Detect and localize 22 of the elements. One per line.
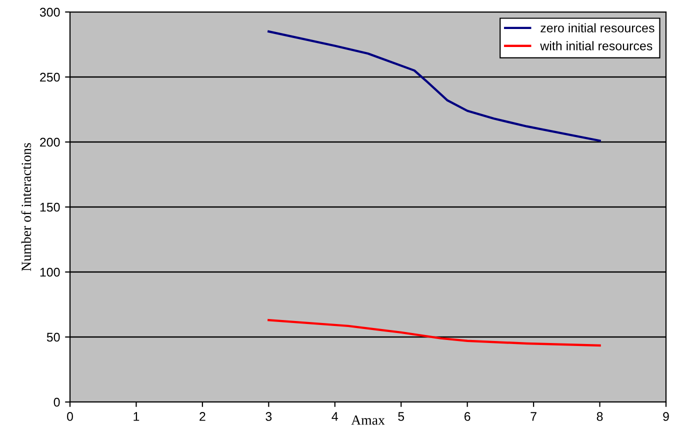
y-axis-title: Number of interactions	[21, 143, 32, 272]
x-tick-label: 0	[67, 412, 73, 421]
x-tick-label: 1	[134, 412, 140, 421]
x-tick-label: 6	[464, 412, 470, 421]
y-tick-label: 100	[40, 268, 60, 277]
x-tick-label: 7	[530, 412, 536, 421]
x-tick-label: 8	[596, 412, 603, 421]
y-tick-label: 50	[46, 332, 60, 342]
x-tick-label: 5	[398, 412, 404, 421]
y-tick-label: 250	[40, 72, 60, 82]
x-tick-label: 4	[332, 412, 338, 421]
legend-label: zero initial resources	[540, 23, 654, 32]
line-series	[268, 318, 601, 347]
x-tick-label: 9	[663, 412, 669, 421]
y-tick-label: 150	[40, 202, 60, 212]
legend-label: with initial resources	[540, 41, 652, 50]
y-tick-label: 300	[40, 8, 60, 17]
y-tick-label: 0	[54, 398, 60, 407]
y-tick-label: 200	[40, 138, 60, 147]
x-tick-label: 3	[266, 412, 272, 421]
x-tick-label: 2	[200, 412, 206, 421]
x-axis-title: Amax	[351, 416, 385, 425]
